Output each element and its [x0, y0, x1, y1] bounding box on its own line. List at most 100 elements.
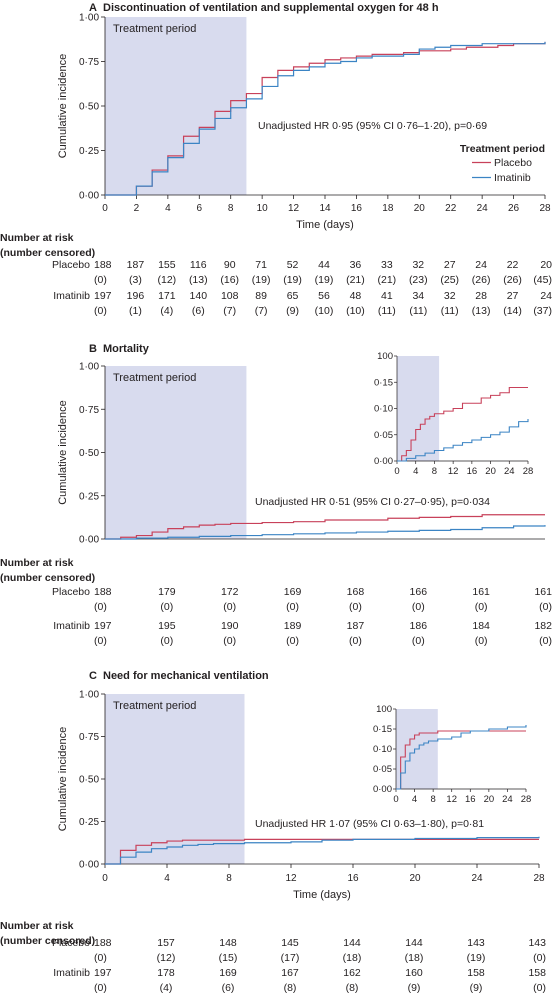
risk-table-subheader: (number censored) — [0, 935, 95, 947]
risk-censored: (16) — [220, 274, 239, 286]
panel-title: Need for mechanical ventilation — [103, 670, 269, 682]
risk-censored: (11) — [409, 305, 427, 317]
risk-censored: (0) — [412, 601, 425, 613]
risk-count: 140 — [190, 290, 208, 302]
risk-censored: (17) — [281, 952, 300, 964]
inset-x-tick-label: 8 — [432, 466, 437, 477]
treatment-period-label: Treatment period — [113, 700, 196, 712]
inset-y-tick-label: 0·10 — [373, 744, 392, 755]
risk-count: 90 — [224, 259, 236, 271]
x-tick-label: 8 — [226, 873, 232, 884]
risk-table-subheader: (number censored) — [0, 572, 95, 584]
risk-count: 24 — [475, 259, 487, 271]
risk-count: 187 — [347, 620, 365, 632]
x-tick-label: 20 — [414, 203, 426, 214]
y-tick-label: 0·50 — [79, 448, 99, 459]
risk-censored: (0) — [223, 601, 236, 613]
risk-count: 161 — [472, 586, 490, 598]
hazard-ratio-annotation: Unadjusted HR 0·51 (95% CI 0·27–0·95), p… — [255, 496, 490, 508]
risk-censored: (12) — [157, 952, 176, 964]
risk-censored: (19) — [467, 952, 486, 964]
risk-censored: (11) — [441, 305, 459, 317]
risk-count: 179 — [158, 586, 176, 598]
risk-censored: (7) — [255, 305, 268, 317]
risk-count: 169 — [284, 586, 302, 598]
inset-series-line-placebo — [397, 386, 528, 462]
risk-censored: (13) — [189, 274, 208, 286]
y-axis-label: Cumulative incidence — [57, 727, 69, 832]
risk-count: 48 — [350, 290, 362, 302]
series-line-imatinib — [105, 525, 546, 540]
risk-count: 187 — [127, 259, 145, 271]
x-tick-label: 16 — [351, 203, 363, 214]
risk-censored: (0) — [223, 635, 236, 647]
inset-y-tick-label: 0·10 — [374, 404, 393, 415]
x-tick-label: 4 — [164, 873, 170, 884]
inset-x-tick-label: 24 — [502, 794, 513, 805]
inset-x-tick-label: 4 — [412, 794, 417, 805]
risk-censored: (9) — [408, 982, 421, 994]
risk-censored: (0) — [160, 601, 173, 613]
risk-count: 160 — [405, 967, 423, 979]
hazard-ratio-annotation: Unadjusted HR 0·95 (95% CI 0·76–1·20), p… — [258, 120, 487, 132]
risk-count: 44 — [318, 259, 330, 271]
risk-count: 148 — [219, 937, 237, 949]
treatment-period-band — [105, 17, 247, 195]
risk-censored: (4) — [160, 305, 173, 317]
legend-item-placebo: Placebo — [494, 157, 532, 169]
risk-table-subheader: (number censored) — [0, 247, 95, 259]
risk-count: 65 — [287, 290, 299, 302]
risk-count: 167 — [281, 967, 299, 979]
y-tick-label: 1·00 — [79, 13, 99, 24]
risk-count: 32 — [412, 259, 424, 271]
risk-censored: (0) — [533, 982, 546, 994]
hazard-ratio-annotation: Unadjusted HR 1·07 (95% CI 0·63–1·80), p… — [255, 818, 484, 830]
risk-count: 71 — [255, 259, 267, 271]
inset-series-line-placebo — [396, 730, 526, 790]
risk-censored: (25) — [440, 274, 459, 286]
x-tick-label: 22 — [445, 203, 457, 214]
risk-censored: (9) — [470, 982, 483, 994]
risk-count: 172 — [221, 586, 239, 598]
x-tick-label: 0 — [102, 873, 108, 884]
risk-censored: (9) — [286, 305, 299, 317]
risk-censored: (0) — [475, 635, 488, 647]
risk-count: 143 — [528, 937, 546, 949]
risk-censored: (19) — [252, 274, 271, 286]
risk-count: 34 — [412, 290, 424, 302]
panel-letter: B — [89, 343, 97, 355]
y-axis-label: Cumulative incidence — [57, 54, 69, 159]
risk-censored: (18) — [343, 952, 362, 964]
risk-count: 32 — [444, 290, 456, 302]
series-line-imatinib — [105, 836, 540, 865]
risk-count: 196 — [127, 290, 145, 302]
risk-count: 171 — [158, 290, 176, 302]
risk-censored: (7) — [223, 305, 236, 317]
y-tick-label: 0·50 — [79, 775, 99, 786]
risk-censored: (0) — [349, 601, 362, 613]
risk-censored: (21) — [346, 274, 365, 286]
risk-table-header: Number at risk — [0, 920, 74, 932]
risk-censored: (4) — [160, 982, 173, 994]
inset-x-tick-label: 20 — [484, 794, 495, 805]
risk-censored: (8) — [284, 982, 297, 994]
risk-censored: (21) — [378, 274, 397, 286]
risk-count: 158 — [467, 967, 485, 979]
risk-count: 33 — [381, 259, 393, 271]
x-tick-label: 24 — [471, 873, 483, 884]
panel-letter: A — [89, 2, 97, 14]
risk-censored: (23) — [409, 274, 428, 286]
risk-censored: (45) — [533, 274, 552, 286]
risk-censored: (0) — [539, 635, 552, 647]
x-tick-label: 12 — [288, 203, 300, 214]
risk-count: 195 — [158, 620, 176, 632]
risk-censored: (18) — [405, 952, 424, 964]
treatment-period-label: Treatment period — [113, 23, 196, 35]
risk-count: 155 — [158, 259, 176, 271]
x-axis-label: Time (days) — [293, 889, 351, 901]
risk-count: 144 — [405, 937, 423, 949]
inset-y-tick-label: 0·05 — [374, 430, 393, 441]
inset-x-tick-label: 0 — [394, 466, 399, 477]
risk-censored: (19) — [283, 274, 302, 286]
y-tick-label: 1·00 — [79, 690, 99, 701]
